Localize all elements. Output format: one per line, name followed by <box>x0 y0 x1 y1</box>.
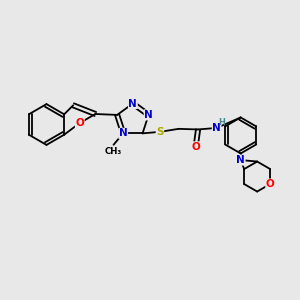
Text: H: H <box>219 118 226 127</box>
Text: N: N <box>236 155 245 165</box>
Text: CH₃: CH₃ <box>105 147 122 156</box>
Text: S: S <box>156 127 164 137</box>
Text: O: O <box>266 179 274 189</box>
Text: N: N <box>212 123 221 133</box>
Text: O: O <box>191 142 200 152</box>
Text: O: O <box>75 118 84 128</box>
Text: N: N <box>119 128 128 138</box>
Text: N: N <box>144 110 153 120</box>
Text: N: N <box>128 98 137 109</box>
